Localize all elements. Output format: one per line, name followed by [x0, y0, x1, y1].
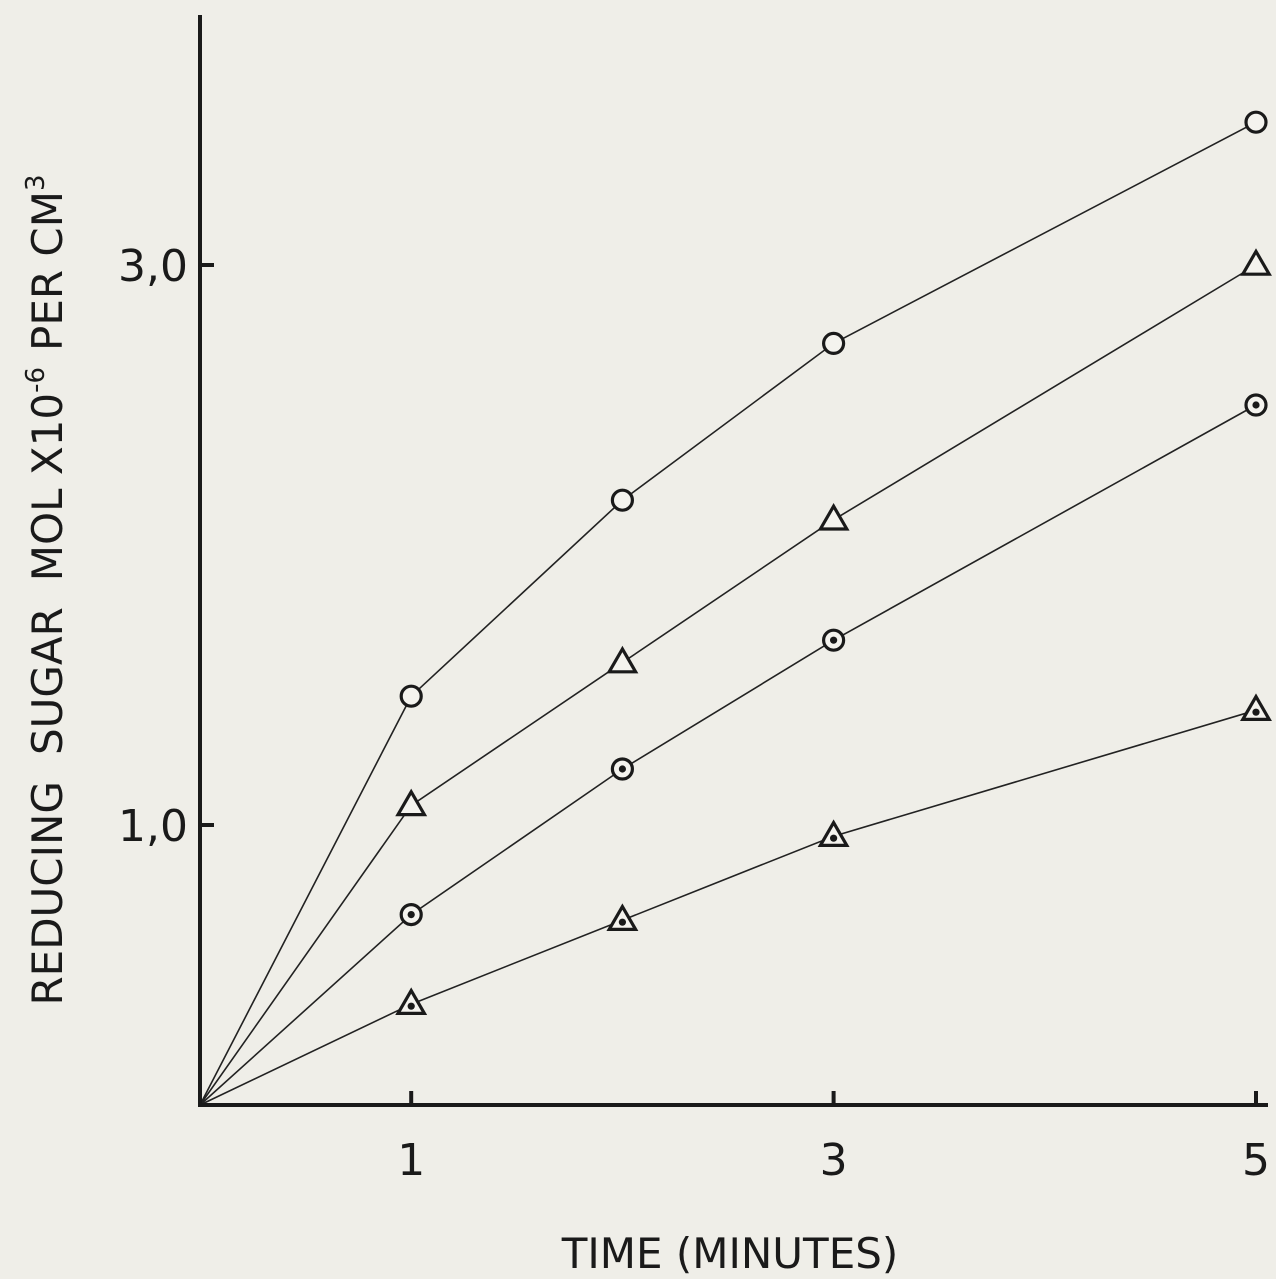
data-point-dotted-circle-2 — [610, 757, 635, 781]
marker-triangle — [817, 819, 850, 848]
data-point-open-triangle-1 — [395, 788, 428, 817]
marker-triangle — [606, 903, 639, 932]
x-tick-label-5: 5 — [1242, 1135, 1270, 1186]
data-point-open-triangle-3 — [817, 503, 850, 531]
y-axis-label: REDUCING SUGAR MOL X10-6 PER CM3 — [21, 174, 72, 1005]
marker-center-dot — [407, 1002, 415, 1010]
y-axis-label-exponent-1: -6 — [21, 367, 51, 393]
marker-triangle — [817, 503, 850, 531]
y-axis-label-word-4: PER CM — [23, 191, 72, 351]
marker-center-dot — [407, 911, 415, 919]
data-point-dotted-triangle-1 — [395, 987, 428, 1016]
data-point-open-triangle-4 — [1240, 248, 1272, 276]
data-point-dotted-circle-4 — [1244, 393, 1268, 417]
marker-triangle — [395, 987, 428, 1016]
marker-triangle — [1240, 248, 1272, 276]
data-point-dotted-circle-3 — [821, 628, 846, 652]
series-line-dotted-triangle — [199, 709, 1257, 1106]
data-point-open-triangle-2 — [606, 645, 639, 674]
series-line-open-triangle — [199, 264, 1257, 1106]
data-point-dotted-triangle-3 — [817, 819, 850, 848]
marker-center-dot — [1252, 401, 1260, 409]
series-layer — [199, 121, 1257, 1106]
marker-circle — [821, 331, 846, 355]
marker-circle — [1244, 110, 1268, 134]
marker-center-dot — [618, 918, 627, 926]
marker-circle — [610, 488, 635, 512]
axes-layer: 1 3 5 1,0 3,0 — [118, 15, 1270, 1186]
y-axis-label-exponent-2: 3 — [21, 174, 51, 191]
marker-triangle — [1240, 693, 1272, 722]
marker-circle — [399, 684, 423, 708]
marker-layer — [395, 110, 1272, 1016]
y-tick-label-1,0: 1,0 — [118, 801, 188, 852]
labels-layer: TIME (MINUTES) REDUCING SUGAR MOL X10-6 PER… — [21, 174, 898, 1278]
marker-center-dot — [1252, 708, 1260, 716]
data-point-dotted-triangle-4 — [1240, 693, 1272, 722]
marker-center-dot — [830, 834, 838, 842]
marker-triangle — [395, 788, 428, 817]
y-axis-label-word-3: MOL X10 — [23, 393, 72, 581]
series-line-dotted-circle — [199, 404, 1257, 1106]
y-axis-label-word-1: REDUCING — [23, 781, 72, 1005]
data-point-dotted-triangle-2 — [606, 903, 639, 932]
x-axis-label: TIME (MINUTES) — [561, 1229, 899, 1278]
x-tick-label-1: 1 — [397, 1135, 425, 1186]
y-axis-label-word-2: SUGAR — [23, 607, 72, 755]
data-point-dotted-circle-1 — [399, 902, 423, 927]
series-line-open-circle — [199, 121, 1257, 1106]
marker-center-dot — [618, 765, 627, 773]
data-point-open-circle-4 — [1244, 110, 1268, 134]
y-tick-label-3,0: 3,0 — [118, 241, 188, 292]
data-point-open-circle-3 — [821, 331, 846, 355]
data-point-open-circle-1 — [399, 684, 423, 708]
data-point-open-circle-2 — [610, 488, 635, 512]
x-tick-label-3: 3 — [820, 1135, 848, 1186]
marker-triangle — [606, 645, 639, 674]
marker-center-dot — [830, 636, 838, 644]
